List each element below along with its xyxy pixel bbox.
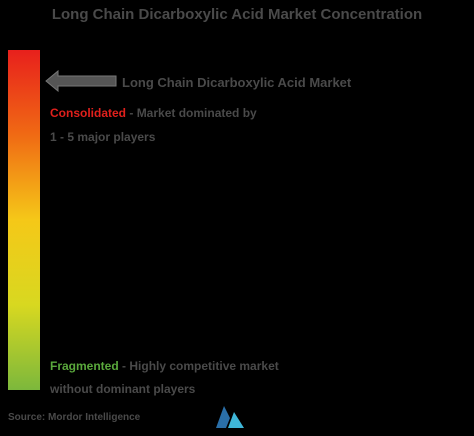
logo [216,406,244,428]
consolidated-detail: 1 - 5 major players [50,130,156,144]
market-label: Long Chain Dicarboxylic Acid Market [122,75,352,90]
title: Long Chain Dicarboxylic Acid Market Conc… [51,6,423,23]
consolidated-description: - Market dominated by [129,106,257,120]
arrow [45,70,117,92]
fragmented-detail: without dominant players [50,382,196,396]
concentration-bar [8,50,40,390]
source: Source: Mordor Intelligence [8,412,141,423]
consolidated-label: Consolidated [50,106,127,120]
fragmented-label: Fragmented [50,359,119,373]
fragmented-line: Fragmented - Highly competitive market [50,359,279,373]
consolidated-line: Consolidated - Market dominated by [50,106,257,120]
fragmented-description: - Highly competitive market [122,359,279,373]
